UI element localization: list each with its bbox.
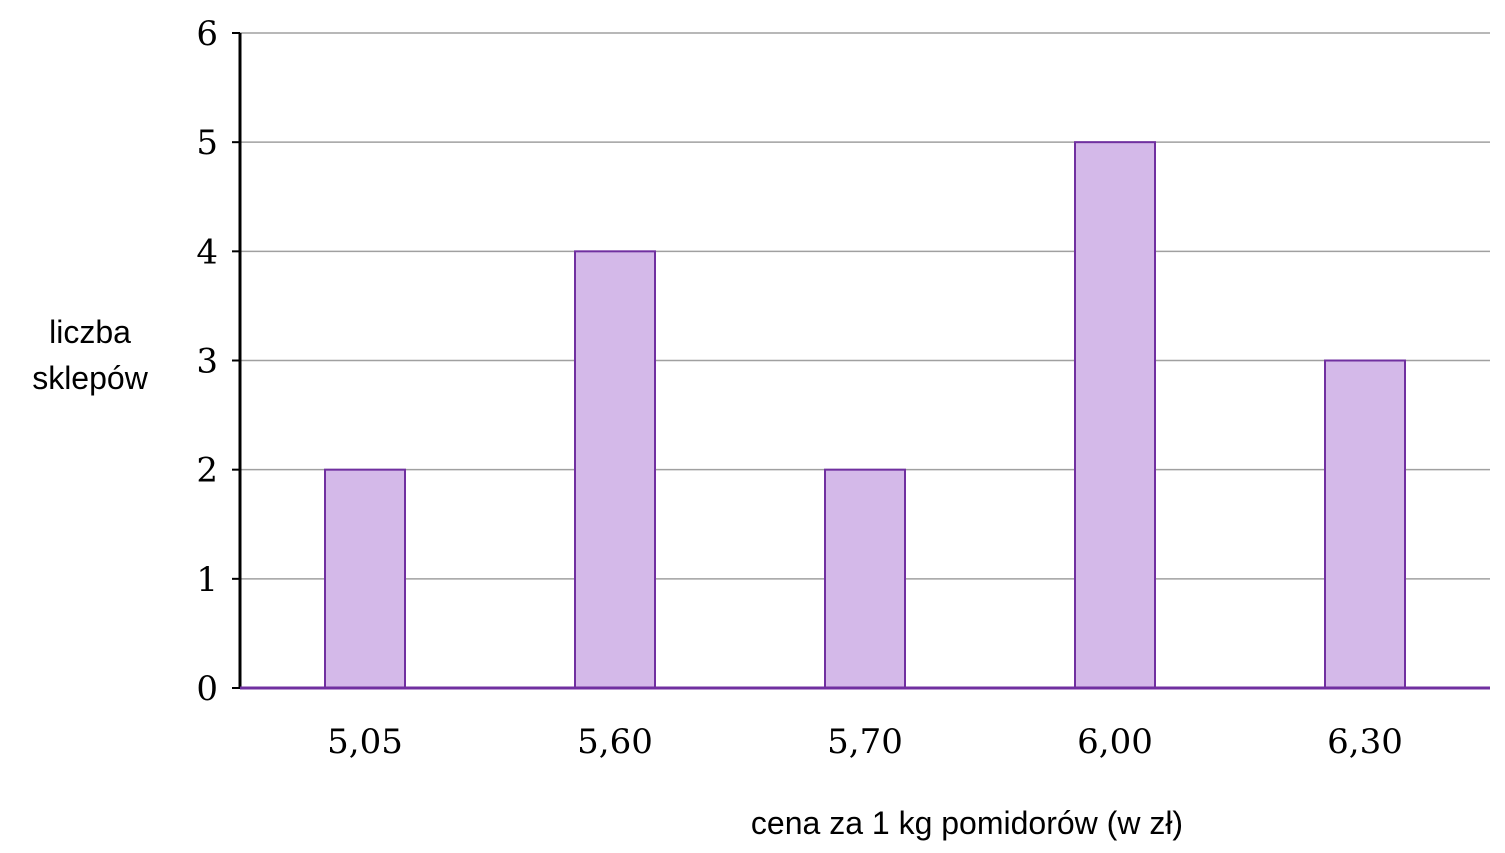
bar <box>324 468 406 689</box>
bar <box>1074 141 1156 689</box>
y-tick-label: 0 <box>196 669 218 709</box>
y-axis-title: liczba sklepów <box>32 314 149 396</box>
y-tick-label: 1 <box>196 560 218 600</box>
bar <box>1324 359 1406 689</box>
y-tick-label: 6 <box>196 14 218 54</box>
y-axis-title-line-1: liczba <box>49 314 131 350</box>
x-tick-label: 6,00 <box>1077 722 1153 762</box>
x-axis-title: cena za 1 kg pomidorów (w zł) <box>751 805 1183 841</box>
y-tick-label: 5 <box>196 123 218 163</box>
bar <box>824 468 906 689</box>
y-tick-label: 3 <box>196 342 218 382</box>
x-tick-label: 5,70 <box>827 722 903 762</box>
x-tick-label: 5,60 <box>577 722 653 762</box>
y-axis-title-line-2: sklepów <box>32 360 149 396</box>
y-tick-labels: 0 1 2 3 4 5 6 <box>196 14 240 709</box>
x-tick-labels: 5,05 5,60 5,70 6,00 6,30 <box>327 722 1403 762</box>
bar <box>574 250 656 689</box>
gridlines <box>240 32 1490 580</box>
x-tick-label: 5,05 <box>327 722 403 762</box>
bars <box>324 141 1406 689</box>
x-tick-label: 6,30 <box>1327 722 1403 762</box>
y-tick-label: 2 <box>196 451 218 491</box>
y-tick-label: 4 <box>196 232 218 272</box>
